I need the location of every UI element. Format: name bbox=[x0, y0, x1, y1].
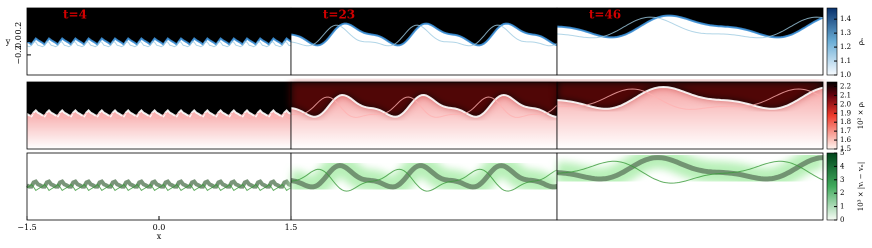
colorbar-tick-label: 1.3 bbox=[840, 29, 851, 37]
colorbar-tick-label: 1 bbox=[840, 203, 844, 211]
interface-detail bbox=[26, 183, 292, 192]
panel-lower bbox=[27, 110, 291, 149]
x-tick-label: 0.0 bbox=[153, 223, 166, 232]
interface-detail bbox=[290, 168, 558, 192]
colorbar-tick-label: 1.7 bbox=[840, 127, 851, 135]
colorbar-tick-label: 1.1 bbox=[840, 57, 851, 65]
panel-lower bbox=[557, 15, 823, 76]
colorbar-tick-label: 2 bbox=[840, 189, 844, 197]
colorbar-tick-label: 5 bbox=[840, 149, 844, 157]
colorbar bbox=[826, 152, 838, 221]
colorbar-tick-label: 2.2 bbox=[840, 82, 851, 90]
interface-detail bbox=[26, 112, 292, 120]
interface bbox=[556, 155, 824, 182]
interface bbox=[290, 22, 558, 47]
colorbar-tick-label: 1.9 bbox=[840, 109, 851, 117]
panel-lower bbox=[557, 87, 823, 149]
panel-frame bbox=[556, 7, 824, 76]
y-tick-label: 0.2 bbox=[14, 22, 23, 35]
time-label: t=46 bbox=[589, 8, 621, 22]
colorbar-label: ρₙ bbox=[857, 38, 865, 45]
panel-frame bbox=[556, 81, 824, 150]
colorbar bbox=[826, 7, 838, 76]
y-axis-label: y bbox=[5, 37, 11, 46]
y-tick-label: −0.2 bbox=[14, 45, 23, 64]
interface-detail bbox=[556, 160, 824, 184]
x-axis-label: x bbox=[157, 232, 162, 241]
panel-glow bbox=[291, 82, 557, 117]
y-tick-label: 0.0 bbox=[14, 35, 23, 48]
interface bbox=[290, 93, 558, 118]
colorbar-tick-label: 1.8 bbox=[840, 118, 851, 126]
time-label: t=4 bbox=[63, 8, 87, 22]
colorbar-tick-label: 3 bbox=[840, 176, 844, 184]
colorbar-tick-label: 1.0 bbox=[840, 71, 851, 79]
colorbar bbox=[826, 81, 838, 150]
colorbar-tick-label: 1.2 bbox=[840, 43, 851, 51]
interface bbox=[556, 85, 824, 110]
colorbar-tick-label: 1.6 bbox=[840, 136, 852, 144]
colorbar-tick-label: 1.5 bbox=[840, 145, 851, 153]
colorbar-tick-label: 2.1 bbox=[840, 91, 851, 99]
colorbar-tick-label: 4 bbox=[840, 162, 845, 170]
colorbar-tick-label: 0 bbox=[840, 216, 844, 224]
interface bbox=[556, 14, 824, 39]
interface-detail bbox=[26, 41, 292, 48]
x-tick-label: 1.5 bbox=[285, 223, 298, 232]
colorbar-label: 10³ × |vᵢ − vₙ| bbox=[857, 162, 865, 211]
panel-lower bbox=[291, 95, 557, 149]
interface bbox=[290, 162, 558, 190]
time-label: t=23 bbox=[323, 8, 355, 22]
x-tick-label: −1.5 bbox=[17, 223, 36, 232]
interface-detail bbox=[556, 16, 824, 39]
interface bbox=[26, 108, 292, 118]
colorbar-label: 10² × ρᵢ bbox=[857, 101, 865, 129]
interface-detail bbox=[290, 96, 558, 118]
interface bbox=[25, 179, 292, 189]
panel-glow bbox=[557, 82, 823, 109]
interface-detail bbox=[290, 24, 558, 47]
panel-lower bbox=[27, 38, 291, 75]
interface-detail bbox=[557, 88, 824, 110]
panel-frame bbox=[556, 152, 824, 221]
colorbar-tick-label: 2.0 bbox=[840, 100, 851, 108]
panel-lower bbox=[291, 23, 557, 76]
colorbar-tick-label: 1.4 bbox=[840, 15, 852, 23]
